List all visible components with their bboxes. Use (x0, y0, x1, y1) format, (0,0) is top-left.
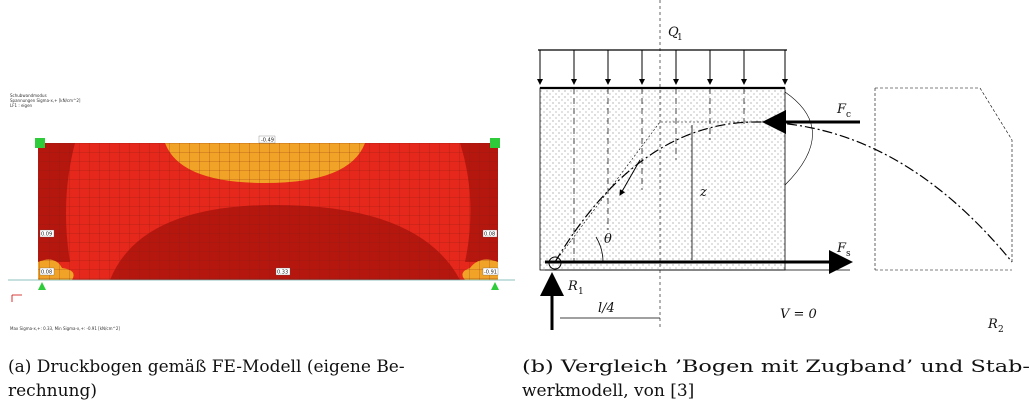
caption: werkmodell, von [3] (522, 381, 694, 401)
value-label: 0.08 (484, 232, 495, 238)
strut-model (538, 0, 1012, 330)
stress-block (785, 92, 813, 185)
beam (540, 88, 785, 270)
header: LF1 : eigen (10, 103, 33, 108)
caption: (b) Vergleich ’Bogen mit Zugband’ und St… (522, 357, 1030, 377)
label: c (846, 110, 851, 120)
node (490, 138, 500, 148)
value-label: -0.49 (261, 138, 274, 144)
value-label: 0.08 (41, 270, 52, 276)
value-label: 0.09 (41, 232, 52, 238)
figure: Schubwandmodus Spannungen Sigma-x,+ [kN/… (0, 0, 1030, 407)
value-label: 0.33 (277, 270, 288, 276)
caption: (a) Druckbogen gemäß FE-Modell (eigene B… (8, 357, 405, 377)
footer: Max Sigma-x,+: 0.33, Min Sigma-x,+: -0.9… (10, 326, 120, 331)
load-arrows (540, 50, 785, 84)
value-label: -0.91 (484, 270, 497, 276)
page: {"figure_a":{"header":["Schubwandmodus",… (0, 0, 1030, 411)
node (35, 138, 45, 148)
caption: rechnung) (8, 381, 97, 401)
label: z (699, 185, 707, 200)
label: l/4 (598, 301, 615, 316)
fe-model: Schubwandmodus Spannungen Sigma-x,+ [kN/… (8, 85, 515, 335)
second-model (875, 88, 1012, 270)
body: Schubwandmodus Spannungen Sigma-x,+ [kN/… (0, 0, 1030, 411)
label: θ (604, 232, 612, 247)
label: R (987, 317, 998, 332)
label: 2 (998, 325, 1004, 335)
label: V = 0 (780, 307, 817, 322)
label: 1 (677, 33, 683, 43)
label: s (846, 249, 851, 259)
mesh (38, 143, 498, 280)
label: R (567, 279, 578, 294)
label: 1 (578, 287, 584, 297)
